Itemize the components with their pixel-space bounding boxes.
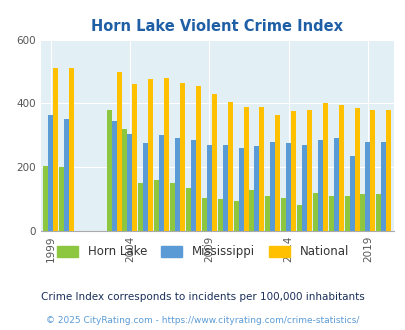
Bar — [206, 145, 211, 231]
Bar — [106, 110, 111, 231]
Bar — [132, 84, 137, 231]
Bar — [201, 197, 206, 231]
Bar — [127, 134, 132, 231]
Bar — [175, 139, 179, 231]
Bar — [154, 180, 159, 231]
Bar — [275, 115, 279, 231]
Bar — [53, 68, 58, 231]
Bar — [349, 156, 354, 231]
Title: Horn Lake Violent Crime Index: Horn Lake Violent Crime Index — [91, 19, 342, 34]
Bar — [233, 201, 238, 231]
Bar — [375, 194, 380, 231]
Legend: Horn Lake, Mississippi, National: Horn Lake, Mississippi, National — [52, 241, 353, 263]
Bar — [164, 78, 169, 231]
Bar — [211, 94, 216, 231]
Bar — [364, 142, 369, 231]
Bar — [48, 115, 53, 231]
Bar — [264, 196, 270, 231]
Bar — [306, 110, 311, 231]
Bar — [159, 135, 164, 231]
Bar — [333, 139, 338, 231]
Bar — [111, 121, 116, 231]
Bar — [254, 147, 259, 231]
Bar — [43, 166, 48, 231]
Bar — [312, 193, 317, 231]
Bar — [138, 183, 143, 231]
Bar — [270, 142, 275, 231]
Bar — [64, 119, 69, 231]
Bar — [227, 102, 232, 231]
Bar — [122, 129, 127, 231]
Bar — [386, 110, 390, 231]
Bar — [328, 196, 333, 231]
Bar — [69, 68, 74, 231]
Bar — [249, 189, 254, 231]
Bar — [354, 108, 359, 231]
Bar — [148, 80, 153, 231]
Bar — [290, 112, 295, 231]
Bar — [185, 188, 190, 231]
Bar — [296, 206, 301, 231]
Bar — [369, 110, 375, 231]
Bar — [190, 140, 196, 231]
Bar — [217, 199, 222, 231]
Bar — [301, 145, 306, 231]
Bar — [344, 196, 349, 231]
Bar — [360, 194, 364, 231]
Bar — [243, 107, 248, 231]
Bar — [143, 143, 148, 231]
Bar — [170, 183, 175, 231]
Bar — [179, 82, 185, 231]
Bar — [317, 140, 322, 231]
Bar — [280, 197, 286, 231]
Text: Crime Index corresponds to incidents per 100,000 inhabitants: Crime Index corresponds to incidents per… — [41, 292, 364, 302]
Bar — [286, 143, 290, 231]
Bar — [222, 145, 227, 231]
Text: © 2025 CityRating.com - https://www.cityrating.com/crime-statistics/: © 2025 CityRating.com - https://www.city… — [46, 316, 359, 325]
Bar — [59, 167, 64, 231]
Bar — [238, 148, 243, 231]
Bar — [338, 105, 343, 231]
Bar — [380, 142, 386, 231]
Bar — [196, 86, 200, 231]
Bar — [322, 103, 327, 231]
Bar — [116, 72, 121, 231]
Bar — [259, 107, 264, 231]
